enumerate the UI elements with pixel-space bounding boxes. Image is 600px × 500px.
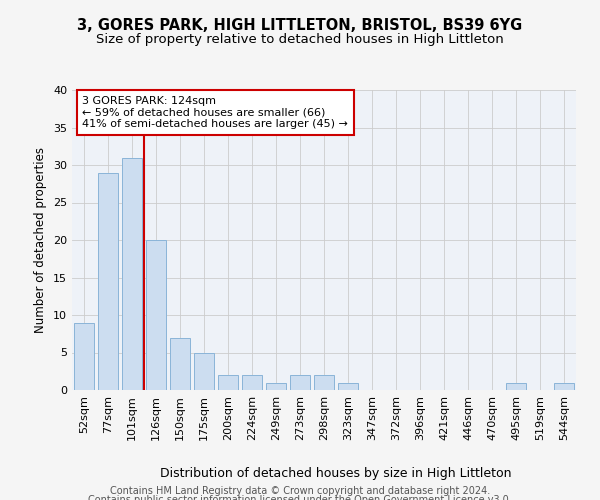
Bar	[122, 158, 142, 390]
Bar	[74, 322, 94, 390]
Bar	[314, 375, 334, 390]
Bar	[218, 375, 238, 390]
Bar	[290, 375, 310, 390]
Text: Contains HM Land Registry data © Crown copyright and database right 2024.: Contains HM Land Registry data © Crown c…	[110, 486, 490, 496]
Bar	[194, 352, 214, 390]
Text: 3, GORES PARK, HIGH LITTLETON, BRISTOL, BS39 6YG: 3, GORES PARK, HIGH LITTLETON, BRISTOL, …	[77, 18, 523, 32]
Bar	[506, 382, 526, 390]
Bar	[98, 172, 118, 390]
Bar	[146, 240, 166, 390]
Text: Size of property relative to detached houses in High Littleton: Size of property relative to detached ho…	[96, 32, 504, 46]
Bar	[554, 382, 574, 390]
Bar	[338, 382, 358, 390]
Text: Distribution of detached houses by size in High Littleton: Distribution of detached houses by size …	[160, 468, 512, 480]
Bar	[266, 382, 286, 390]
Text: 3 GORES PARK: 124sqm
← 59% of detached houses are smaller (66)
41% of semi-detac: 3 GORES PARK: 124sqm ← 59% of detached h…	[82, 96, 348, 129]
Bar	[242, 375, 262, 390]
Bar	[170, 338, 190, 390]
Text: Contains public sector information licensed under the Open Government Licence v3: Contains public sector information licen…	[88, 495, 512, 500]
Y-axis label: Number of detached properties: Number of detached properties	[34, 147, 47, 333]
